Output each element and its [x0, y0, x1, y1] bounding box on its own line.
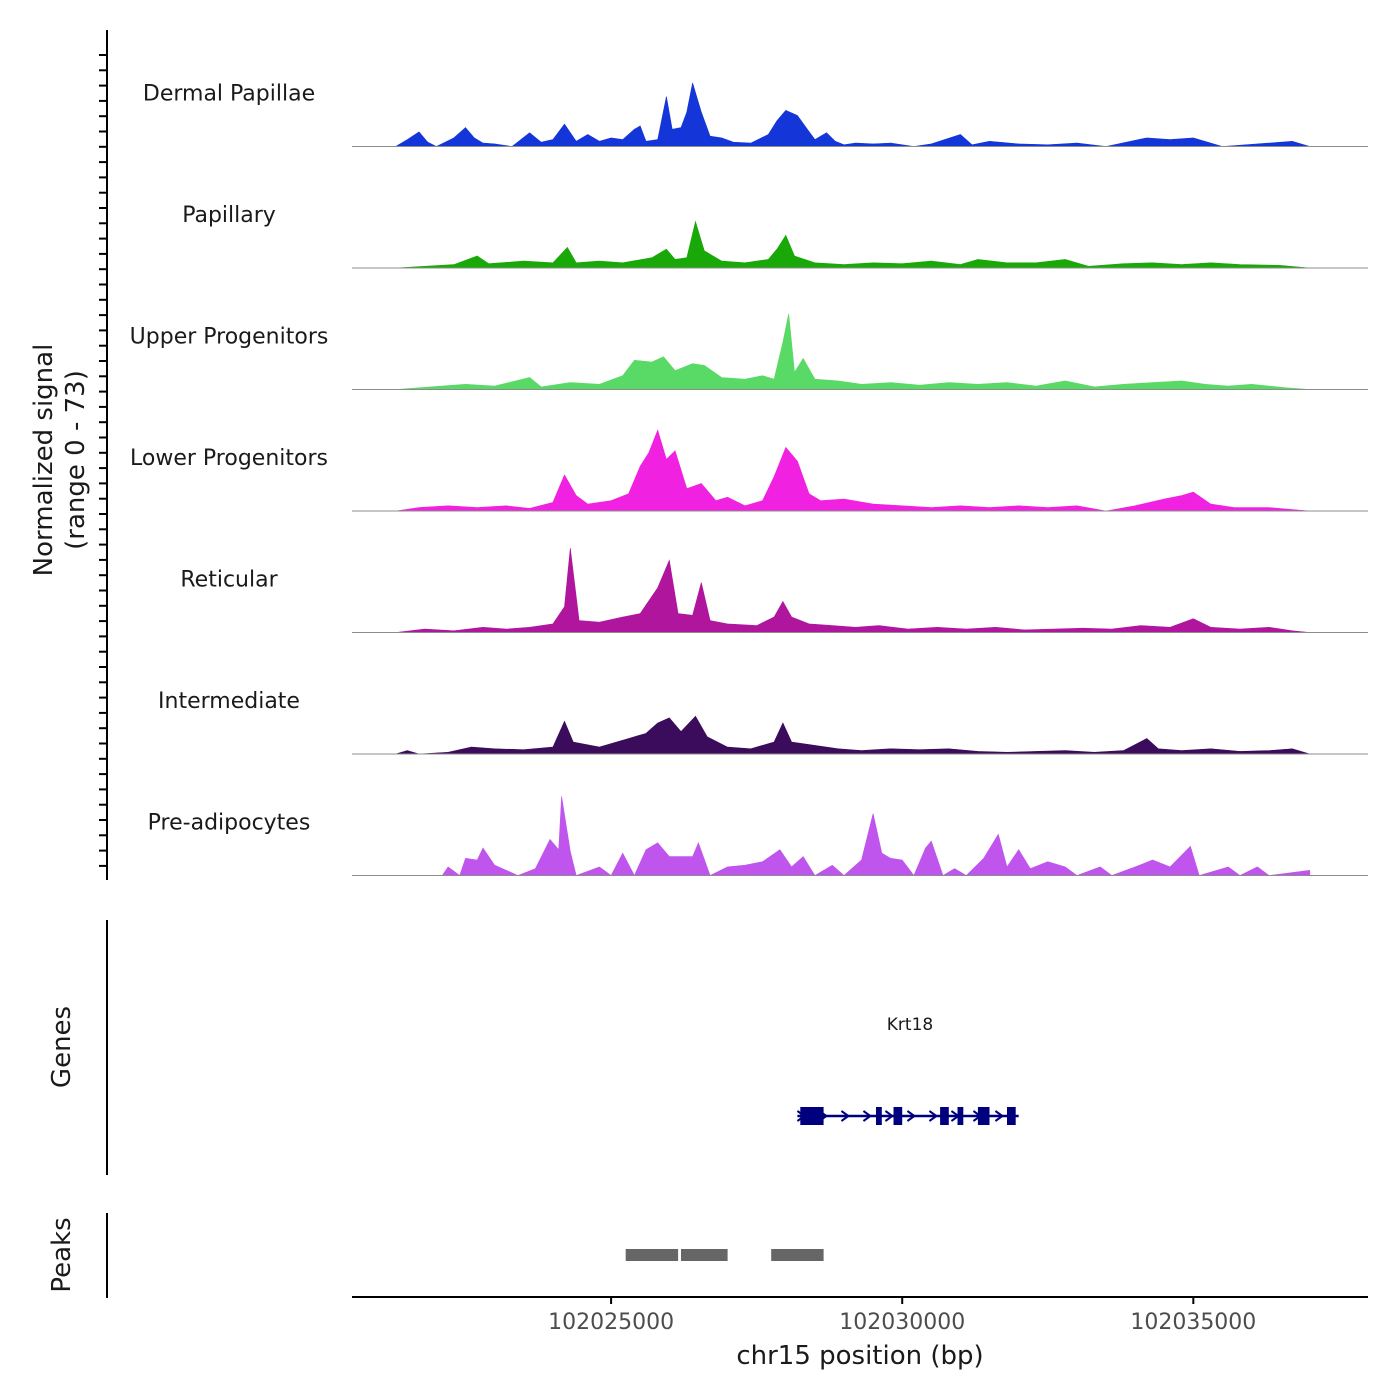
track-papillary: Papillary [182, 203, 1368, 269]
peak-region [771, 1249, 824, 1261]
gene-exon [876, 1107, 882, 1125]
track-label: Reticular [180, 568, 278, 593]
track-reticular: Reticular [180, 548, 1368, 633]
track-dermal-papillae: Dermal Papillae [143, 82, 1368, 147]
gene-exon [1007, 1107, 1016, 1125]
y-axis-title: Normalized signal (range 0 - 73) [29, 344, 91, 577]
strand-arrow [994, 1110, 1005, 1122]
track-intermediate: Intermediate [158, 689, 1368, 755]
coverage-area [395, 313, 1310, 390]
coverage-area [395, 220, 1310, 269]
strand-arrow [862, 1110, 873, 1122]
peaks-panel-label: Peaks [47, 1217, 77, 1292]
coverage-area [395, 715, 1310, 755]
coverage-area [395, 548, 1310, 633]
genes-panel-label: Genes [47, 1006, 77, 1088]
gene-krt18: Krt18 [796, 1015, 1019, 1125]
strand-arrow [906, 1110, 917, 1122]
peak-track [625, 1249, 824, 1261]
gene-name-label: Krt18 [887, 1015, 933, 1035]
y-axis-label: Normalized signal [29, 344, 59, 577]
track-pre-adipocytes: Pre-adipocytes [148, 796, 1368, 877]
x-axis-ticks: 102025000 102030000 102035000 [548, 1297, 1256, 1335]
gene-exon [893, 1107, 903, 1125]
x-axis-label: chr15 position (bp) [736, 1341, 983, 1371]
x-tick-label: 102030000 [839, 1310, 965, 1335]
track-label: Papillary [182, 203, 276, 228]
peak-region [681, 1249, 728, 1261]
coverage-area [394, 82, 1310, 147]
coverage-tracks: Dermal Papillae Papillary Upper Progenitor… [130, 82, 1368, 877]
gene-exon [977, 1107, 990, 1125]
peak-region [625, 1249, 679, 1261]
track-label: Dermal Papillae [143, 82, 315, 107]
track-label: Lower Progenitors [130, 446, 328, 471]
coverage-y-ticks [99, 54, 107, 867]
y-axis-range-label: (range 0 - 73) [61, 370, 91, 550]
coverage-area [395, 796, 1311, 877]
gene-exon [940, 1107, 949, 1125]
track-upper-progenitors: Upper Progenitors [130, 313, 1368, 390]
strand-arrow [928, 1110, 939, 1122]
strand-arrow [840, 1110, 851, 1122]
gene-exon [957, 1107, 964, 1125]
strand-arrow [884, 1110, 895, 1122]
coverage-area [395, 429, 1310, 512]
gene-track: Krt18 [796, 1015, 1019, 1125]
track-label: Upper Progenitors [130, 325, 329, 350]
x-tick-label: 102025000 [548, 1310, 674, 1335]
x-tick-label: 102035000 [1130, 1310, 1256, 1335]
track-label: Intermediate [158, 689, 300, 714]
track-lower-progenitors: Lower Progenitors [130, 429, 1368, 512]
gene-exon [800, 1107, 824, 1125]
track-label: Pre-adipocytes [148, 811, 311, 836]
